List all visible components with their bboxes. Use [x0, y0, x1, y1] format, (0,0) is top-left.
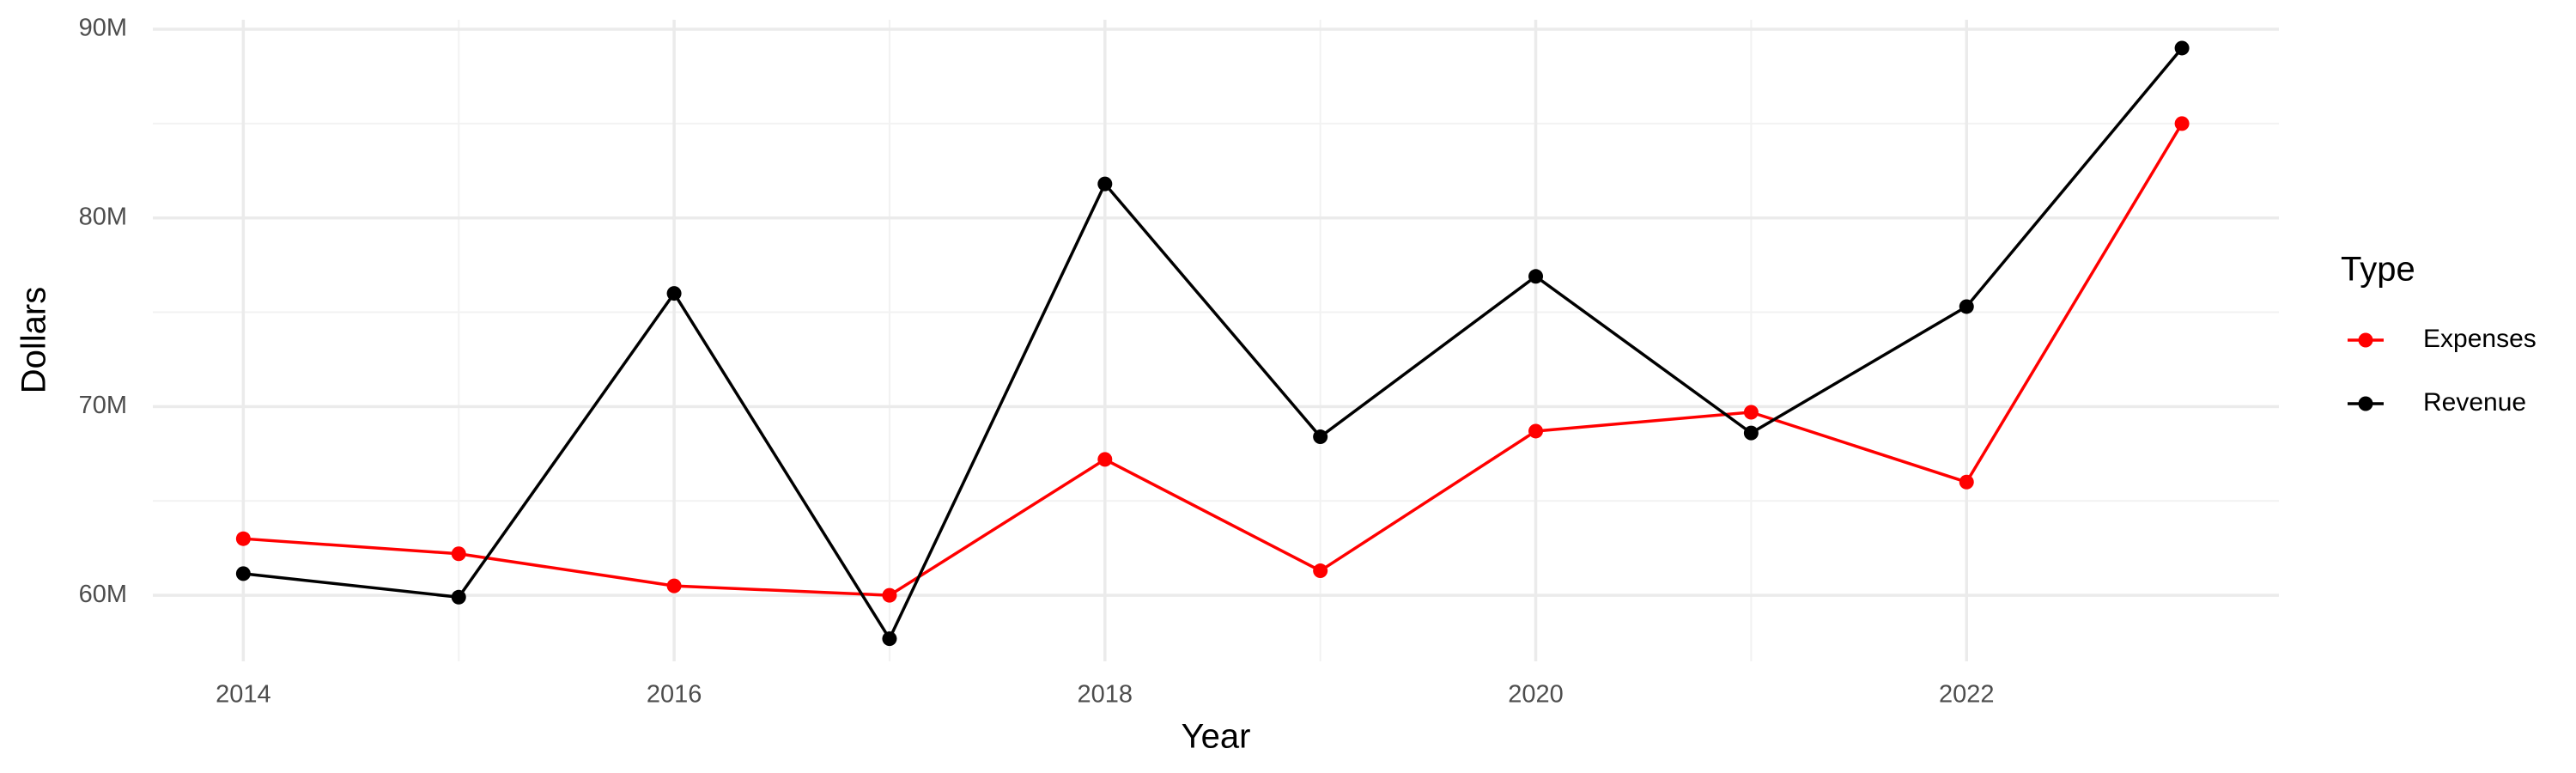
legend-key-point [2358, 396, 2373, 411]
legend-key-point [2358, 332, 2373, 348]
data-point [1313, 429, 1328, 445]
series-line [243, 122, 2184, 597]
plot-area [235, 40, 2190, 647]
y-tick-label: 90M [79, 15, 127, 42]
data-point [1313, 563, 1328, 579]
data-point [882, 587, 897, 603]
x-axis-title: Year [1182, 718, 1251, 756]
data-point [451, 589, 466, 605]
data-point [451, 546, 466, 562]
x-tick-label: 2022 [1939, 681, 1995, 709]
legend-label: Revenue [2423, 388, 2526, 417]
data-point [1959, 474, 1974, 490]
data-point [1743, 425, 1759, 441]
data-point [1097, 452, 1113, 467]
data-point [235, 531, 251, 546]
legend-label: Expenses [2423, 325, 2537, 353]
series-line [243, 46, 2184, 642]
y-tick-label: 60M [79, 581, 127, 608]
y-tick-label: 80M [79, 203, 127, 230]
data-point [1528, 423, 1544, 439]
x-tick-label: 2016 [647, 681, 702, 709]
data-point [1097, 176, 1113, 192]
data-point [2174, 116, 2190, 131]
grid [153, 20, 2279, 661]
y-tick-label: 70M [79, 392, 127, 419]
data-point [235, 566, 251, 581]
data-point [2174, 40, 2190, 56]
data-point [1743, 405, 1759, 420]
data-point [1959, 299, 1974, 314]
legend-title: Type [2341, 251, 2415, 289]
data-point [1528, 269, 1544, 284]
data-point [666, 578, 682, 593]
x-tick-label: 2018 [1078, 681, 1133, 709]
y-axis-title: Dollars [15, 287, 53, 393]
data-point [666, 286, 682, 301]
x-tick-label: 2020 [1508, 681, 1564, 709]
x-tick-label: 2014 [216, 681, 271, 709]
data-point [882, 631, 897, 647]
